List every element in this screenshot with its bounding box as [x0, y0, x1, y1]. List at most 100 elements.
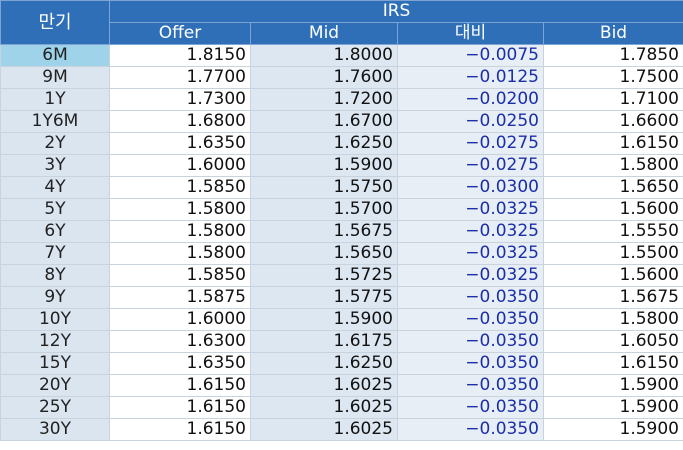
column-header: 대비: [397, 22, 544, 45]
value-cell: 1.6150: [109, 396, 251, 419]
maturity-cell: 8Y: [0, 264, 110, 287]
data-row: 4Y 1.5850 1.5750 −0.0300 1.5650: [0, 176, 683, 199]
value-cell: 1.6250: [250, 352, 398, 375]
value-cell: 1.5650: [250, 242, 398, 265]
maturity-cell: 7Y: [0, 242, 110, 265]
group-header: IRS: [109, 0, 683, 23]
value-cell: 1.6150: [543, 132, 683, 155]
value-cell: 1.5900: [543, 396, 683, 419]
value-cell: 1.6025: [250, 418, 398, 441]
maturity-cell: 5Y: [0, 198, 110, 221]
value-cell: −0.0200: [397, 88, 544, 111]
maturity-cell: 6M: [0, 44, 110, 67]
maturity-cell: 25Y: [0, 396, 110, 419]
maturity-cell: 1Y6M: [0, 110, 110, 133]
value-cell: 1.5500: [543, 242, 683, 265]
maturity-cell: 3Y: [0, 154, 110, 177]
maturity-cell: 30Y: [0, 418, 110, 441]
data-row: 30Y 1.6150 1.6025 −0.0350 1.5900: [0, 418, 683, 441]
maturity-cell: 1Y: [0, 88, 110, 111]
value-cell: 1.7850: [543, 44, 683, 67]
value-cell: 1.5675: [543, 286, 683, 309]
value-cell: 1.5875: [109, 286, 251, 309]
value-cell: 1.6025: [250, 374, 398, 397]
value-cell: 1.6150: [109, 418, 251, 441]
column-header: Offer: [109, 22, 251, 45]
value-cell: −0.0350: [397, 308, 544, 331]
header-row: 만기 IRS: [0, 0, 683, 45]
value-cell: −0.0075: [397, 44, 544, 67]
value-cell: 1.5900: [543, 374, 683, 397]
value-cell: 1.7700: [109, 66, 251, 89]
maturity-cell: 15Y: [0, 352, 110, 375]
data-row: 3Y 1.6000 1.5900 −0.0275 1.5800: [0, 154, 683, 177]
value-cell: 1.5750: [250, 176, 398, 199]
value-cell: 1.6600: [543, 110, 683, 133]
value-cell: 1.6350: [109, 352, 251, 375]
data-row: 2Y 1.6350 1.6250 −0.0275 1.6150: [0, 132, 683, 155]
maturity-cell: 20Y: [0, 374, 110, 397]
value-cell: 1.5800: [109, 220, 251, 243]
value-cell: 1.5900: [543, 418, 683, 441]
value-cell: −0.0350: [397, 418, 544, 441]
value-cell: 1.7300: [109, 88, 251, 111]
data-row: 5Y 1.5800 1.5700 −0.0325 1.5600: [0, 198, 683, 221]
value-cell: −0.0125: [397, 66, 544, 89]
data-row: 15Y 1.6350 1.6250 −0.0350 1.6150: [0, 352, 683, 375]
value-cell: 1.5850: [109, 176, 251, 199]
value-cell: 1.7500: [543, 66, 683, 89]
value-cell: 1.6250: [250, 132, 398, 155]
value-cell: 1.5550: [543, 220, 683, 243]
value-cell: 1.8150: [109, 44, 251, 67]
value-cell: −0.0325: [397, 198, 544, 221]
data-row: 6Y 1.5800 1.5675 −0.0325 1.5550: [0, 220, 683, 243]
value-cell: 1.6175: [250, 330, 398, 353]
maturity-cell: 9M: [0, 66, 110, 89]
value-cell: 1.7100: [543, 88, 683, 111]
data-row: 9M 1.7700 1.7600 −0.0125 1.7500: [0, 66, 683, 89]
value-cell: −0.0350: [397, 352, 544, 375]
data-row: 10Y 1.6000 1.5900 −0.0350 1.5800: [0, 308, 683, 331]
value-cell: 1.7200: [250, 88, 398, 111]
value-cell: 1.5775: [250, 286, 398, 309]
data-row: 6M 1.8150 1.8000 −0.0075 1.7850: [0, 44, 683, 67]
value-cell: 1.7600: [250, 66, 398, 89]
value-cell: 1.5800: [109, 198, 251, 221]
table-body: 6M 1.8150 1.8000 −0.0075 1.7850 9M 1.7700 1.760…: [0, 44, 683, 441]
value-cell: 1.6150: [109, 374, 251, 397]
column-header: Mid: [250, 22, 398, 45]
value-cell: −0.0350: [397, 286, 544, 309]
value-cell: 1.5650: [543, 176, 683, 199]
maturity-cell: 2Y: [0, 132, 110, 155]
value-cell: 1.5850: [109, 264, 251, 287]
data-row: 20Y 1.6150 1.6025 −0.0350 1.5900: [0, 374, 683, 397]
value-cell: 1.5675: [250, 220, 398, 243]
value-cell: −0.0350: [397, 396, 544, 419]
value-cell: 1.6025: [250, 396, 398, 419]
value-cell: 1.5800: [109, 242, 251, 265]
value-cell: 1.5700: [250, 198, 398, 221]
value-cell: 1.6700: [250, 110, 398, 133]
value-cell: −0.0300: [397, 176, 544, 199]
value-cell: 1.5600: [543, 264, 683, 287]
value-cell: 1.6000: [109, 308, 251, 331]
value-cell: 1.6000: [109, 154, 251, 177]
column-header: Bid: [543, 22, 683, 45]
maturity-cell: 6Y: [0, 220, 110, 243]
data-row: 9Y 1.5875 1.5775 −0.0350 1.5675: [0, 286, 683, 309]
data-row: 8Y 1.5850 1.5725 −0.0325 1.5600: [0, 264, 683, 287]
value-cell: 1.6150: [543, 352, 683, 375]
value-cell: −0.0325: [397, 264, 544, 287]
value-cell: 1.5800: [543, 308, 683, 331]
value-cell: −0.0325: [397, 220, 544, 243]
maturity-cell: 12Y: [0, 330, 110, 353]
data-row: 25Y 1.6150 1.6025 −0.0350 1.5900: [0, 396, 683, 419]
value-cell: 1.5900: [250, 154, 398, 177]
value-cell: 1.8000: [250, 44, 398, 67]
value-cell: 1.6050: [543, 330, 683, 353]
value-cell: −0.0275: [397, 154, 544, 177]
value-cell: 1.5725: [250, 264, 398, 287]
value-cell: 1.6300: [109, 330, 251, 353]
value-cell: −0.0275: [397, 132, 544, 155]
